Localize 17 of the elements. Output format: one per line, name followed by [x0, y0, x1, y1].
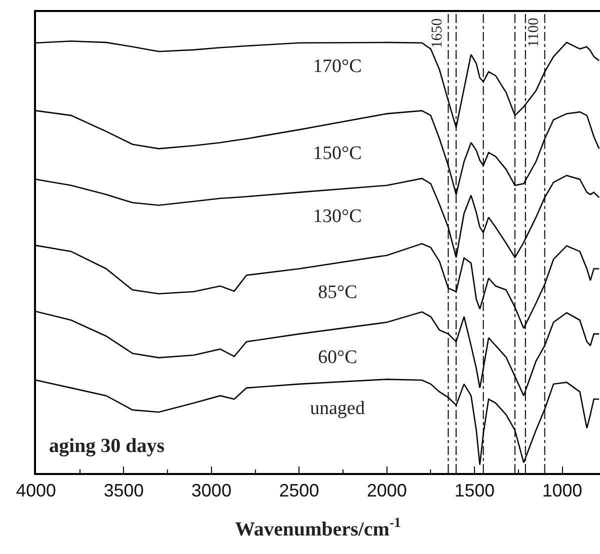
x-tick-label: 3000 — [191, 480, 232, 500]
series-label: 170°C — [313, 56, 362, 77]
x-tick-label: 4000 — [16, 480, 56, 500]
series-label: 60°C — [318, 347, 358, 368]
series-label: unaged — [310, 398, 366, 419]
x-tick-label: 3500 — [104, 480, 144, 500]
series-label: 150°C — [313, 143, 362, 164]
x-axis-title: Wavenumbers/cm$^{-1}$ — [234, 516, 402, 540]
x-tick-label: 1000 — [542, 480, 582, 500]
ref-line-label: 1650 — [429, 18, 446, 48]
series-label: 85°C — [318, 282, 358, 303]
annotation: aging 30 days — [49, 435, 165, 457]
series-label: 130°C — [313, 206, 362, 227]
ref-line-label: 1100 — [526, 18, 542, 48]
x-tick-label: 2500 — [279, 480, 320, 500]
x-tick-label: 1500 — [454, 480, 495, 500]
x-tick-label: 2000 — [366, 480, 407, 500]
